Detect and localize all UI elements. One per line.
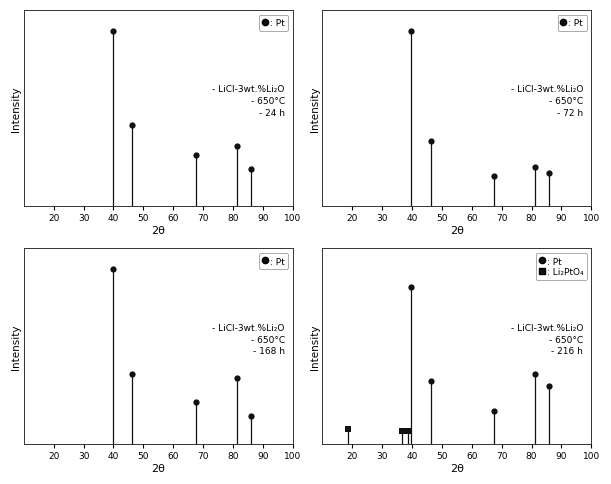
Text: - LiCl-3wt.%Li₂O
- 650°C
- 72 h: - LiCl-3wt.%Li₂O - 650°C - 72 h — [511, 85, 583, 118]
Text: - LiCl-3wt.%Li₂O
- 650°C
- 24 h: - LiCl-3wt.%Li₂O - 650°C - 24 h — [212, 85, 285, 118]
Legend: : Pt: : Pt — [259, 254, 288, 270]
X-axis label: 2θ: 2θ — [450, 463, 464, 473]
Legend: : Pt: : Pt — [558, 15, 587, 32]
Y-axis label: Intensity: Intensity — [310, 324, 320, 369]
Y-axis label: Intensity: Intensity — [11, 86, 21, 132]
Legend: : Pt: : Pt — [259, 15, 288, 32]
Legend: : Pt, : Li₂PtO₄: : Pt, : Li₂PtO₄ — [536, 254, 587, 280]
X-axis label: 2θ: 2θ — [152, 463, 165, 473]
X-axis label: 2θ: 2θ — [152, 225, 165, 235]
Text: - LiCl-3wt.%Li₂O
- 650°C
- 216 h: - LiCl-3wt.%Li₂O - 650°C - 216 h — [511, 323, 583, 356]
Text: - LiCl-3wt.%Li₂O
- 650°C
- 168 h: - LiCl-3wt.%Li₂O - 650°C - 168 h — [212, 323, 285, 356]
Y-axis label: Intensity: Intensity — [310, 86, 320, 132]
X-axis label: 2θ: 2θ — [450, 225, 464, 235]
Y-axis label: Intensity: Intensity — [11, 324, 21, 369]
